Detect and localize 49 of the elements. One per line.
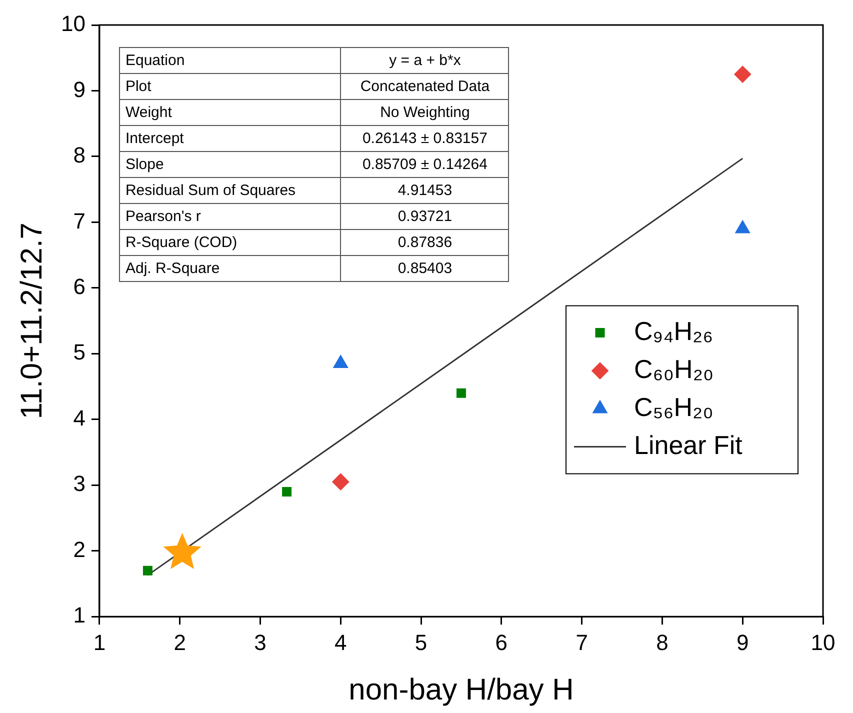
legend-label: C₅₆H₂₀ [634, 392, 714, 422]
point [456, 388, 466, 398]
legend-label: Linear Fit [634, 430, 744, 460]
x-tick-label: 2 [174, 630, 186, 655]
annotation: R-Square (COD) [120, 230, 341, 256]
x-tick-label: 1 [93, 630, 106, 655]
x-tick-label: 6 [495, 630, 508, 655]
y-tick-label: 9 [73, 76, 86, 102]
annotation: Slope [120, 152, 341, 178]
y-tick-label: 1 [73, 602, 86, 628]
x-tick-label: 8 [656, 630, 668, 655]
y-tick-label: 2 [73, 536, 86, 562]
point [734, 66, 752, 83]
annotation: Pearson's r [120, 204, 341, 230]
point [282, 486, 292, 496]
annotation: Weight [120, 100, 341, 126]
annotation: 0.85403 [340, 256, 509, 282]
y-axis-title: 11.0+11.2/12.7 [15, 222, 48, 420]
point [332, 473, 350, 490]
x-tick-label: 3 [254, 630, 266, 655]
annotation: 4.91453 [340, 178, 509, 204]
annotation: Concatenated Data [340, 74, 509, 100]
x-tick-label: 5 [414, 630, 428, 655]
annotation: y = a + b*x [340, 48, 509, 74]
annotation: No Weighting [340, 100, 509, 126]
annotation: 0.93721 [340, 204, 509, 230]
y-tick-label: 3 [73, 471, 86, 496]
y-tick-label: 7 [73, 208, 86, 234]
annotation: Plot [120, 74, 341, 100]
annotation: Residual Sum of Squares [120, 178, 341, 204]
y-tick-label: 6 [73, 274, 86, 299]
y-tick-label: 4 [73, 405, 86, 430]
annotation: Intercept [120, 126, 341, 152]
annotation: 0.85709 ± 0.14264 [340, 152, 509, 178]
y-tick-label: 8 [73, 142, 86, 168]
legend-label: C₉₄H₂₆ [634, 316, 714, 346]
x-tick-label: 10 [810, 630, 836, 655]
x-tick-label: 9 [736, 630, 749, 655]
x-tick-label: 7 [576, 630, 588, 655]
annotation: Adj. R-Square [120, 256, 341, 282]
annotation: Equation [120, 48, 341, 74]
y-tick-label: 5 [73, 340, 86, 365]
annotation: 0.26143 ± 0.83157 [340, 126, 509, 152]
x-tick-label: 4 [334, 630, 347, 655]
point [142, 566, 152, 576]
y-tick-label: 10 [60, 11, 86, 36]
x-axis-title: non-bay H/bay H [348, 673, 574, 706]
legend-label: C₆₀H₂₀ [634, 354, 714, 384]
annotation: 0.87836 [340, 230, 509, 256]
